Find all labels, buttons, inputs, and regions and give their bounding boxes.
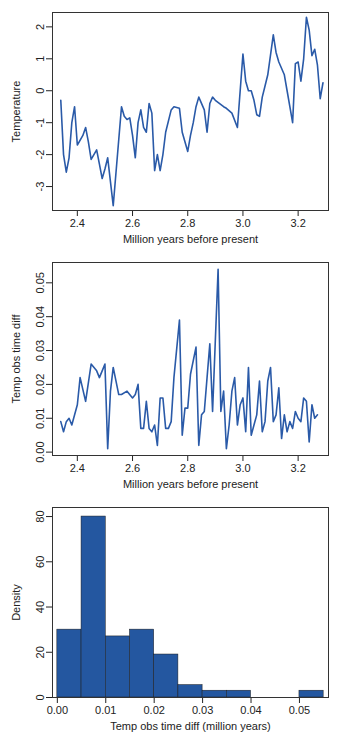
svg-text:0.03: 0.03 — [34, 340, 46, 361]
svg-text:Temp obs time diff (million ye: Temp obs time diff (million years) — [110, 720, 271, 732]
svg-text:0.03: 0.03 — [192, 704, 213, 716]
svg-text:0.00: 0.00 — [34, 441, 46, 462]
svg-text:60: 60 — [34, 556, 46, 568]
svg-text:2: 2 — [34, 24, 46, 30]
svg-text:3.2: 3.2 — [290, 217, 305, 229]
svg-text:Temperature: Temperature — [10, 81, 22, 143]
svg-text:2.6: 2.6 — [125, 217, 140, 229]
svg-text:-1: -1 — [34, 118, 46, 128]
svg-text:3.0: 3.0 — [235, 462, 250, 474]
svg-text:2.8: 2.8 — [180, 217, 195, 229]
svg-text:Density: Density — [10, 584, 22, 621]
svg-text:40: 40 — [34, 601, 46, 613]
svg-text:0.01: 0.01 — [95, 704, 116, 716]
svg-text:0.05: 0.05 — [289, 704, 310, 716]
svg-text:Temp obs time diff: Temp obs time diff — [10, 314, 22, 404]
svg-text:0.02: 0.02 — [34, 374, 46, 395]
svg-text:80: 80 — [34, 510, 46, 522]
svg-text:0.04: 0.04 — [34, 306, 46, 327]
svg-text:0: 0 — [34, 88, 46, 94]
svg-text:0.01: 0.01 — [34, 408, 46, 429]
svg-text:1: 1 — [34, 56, 46, 62]
svg-text:0.05: 0.05 — [34, 272, 46, 293]
svg-text:-3: -3 — [34, 182, 46, 192]
svg-text:0.00: 0.00 — [47, 704, 68, 716]
svg-text:3.0: 3.0 — [235, 217, 250, 229]
svg-text:2.4: 2.4 — [70, 217, 85, 229]
svg-text:-2: -2 — [34, 150, 46, 160]
svg-text:0: 0 — [34, 694, 46, 700]
svg-text:3.2: 3.2 — [290, 462, 305, 474]
svg-text:2.6: 2.6 — [125, 462, 140, 474]
svg-text:0.02: 0.02 — [143, 704, 164, 716]
svg-text:2.8: 2.8 — [180, 462, 195, 474]
svg-text:2.4: 2.4 — [70, 462, 85, 474]
svg-text:20: 20 — [34, 646, 46, 658]
svg-text:Million years before present: Million years before present — [123, 233, 258, 245]
svg-text:Million years before present: Million years before present — [123, 478, 258, 490]
svg-text:0.04: 0.04 — [240, 704, 261, 716]
